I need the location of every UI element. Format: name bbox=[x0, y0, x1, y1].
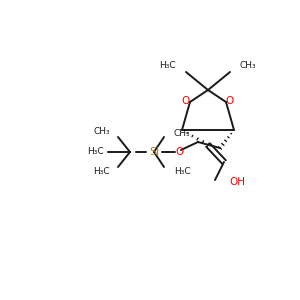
Text: CH₃: CH₃ bbox=[174, 128, 190, 137]
Text: H₃C: H₃C bbox=[159, 61, 176, 70]
Text: H₃C: H₃C bbox=[87, 148, 104, 157]
Text: CH₃: CH₃ bbox=[240, 61, 256, 70]
Text: O: O bbox=[182, 96, 190, 106]
Text: Si: Si bbox=[149, 147, 159, 157]
Text: H₃C: H₃C bbox=[93, 167, 110, 176]
Text: O: O bbox=[175, 147, 183, 157]
Text: CH₃: CH₃ bbox=[93, 128, 110, 136]
Text: H₃C: H₃C bbox=[174, 167, 190, 176]
Text: OH: OH bbox=[229, 177, 245, 187]
Text: O: O bbox=[226, 96, 234, 106]
